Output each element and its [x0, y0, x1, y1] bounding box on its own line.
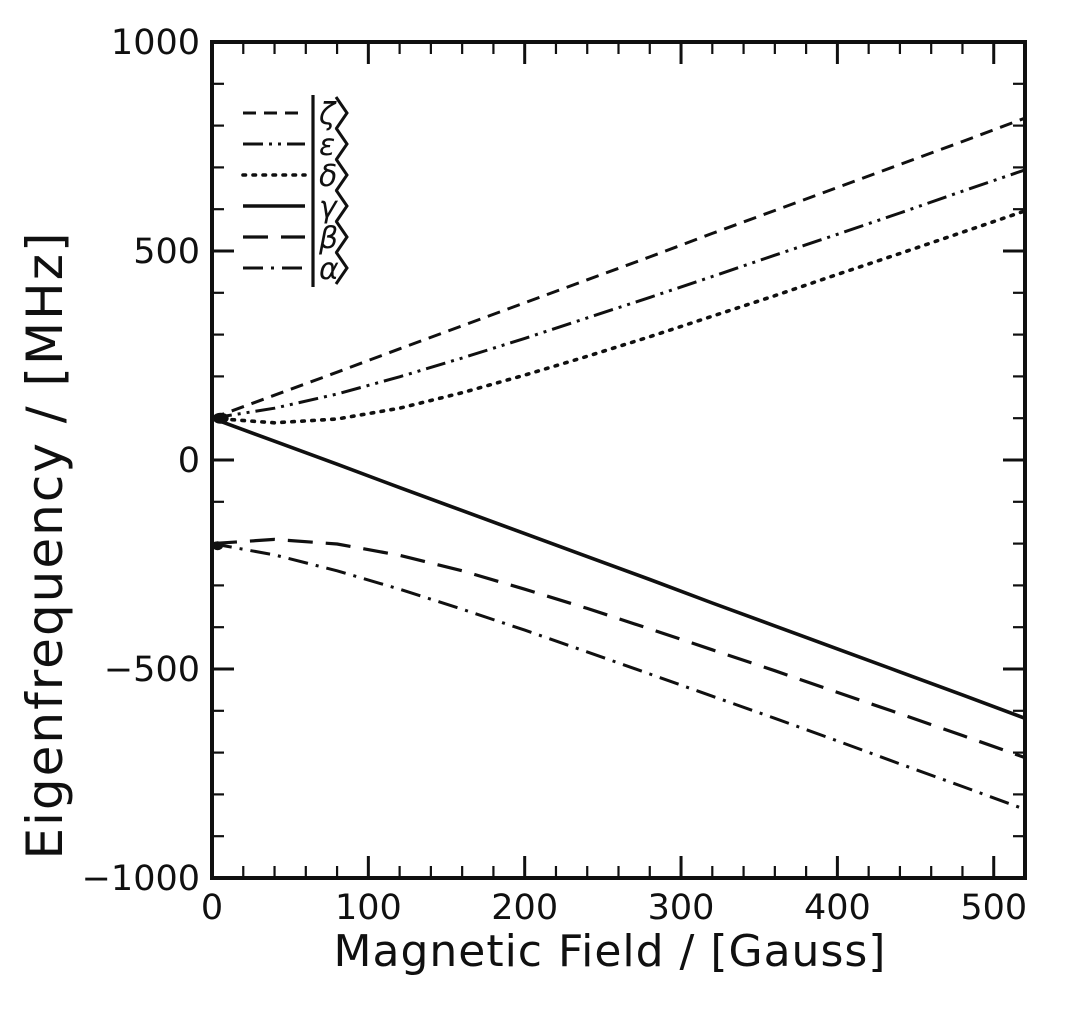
legend-ket-bracket: [334, 96, 349, 130]
energy-level-curves: [210, 116, 1027, 811]
legend-item-gamma: γ: [243, 189, 349, 225]
y-axis-title: Eigenfrequency / [MHz]: [16, 230, 74, 859]
legend-ket-letter: ε: [319, 128, 335, 163]
legend-ket-bracket: [334, 189, 349, 223]
curve-gamma: [211, 416, 1026, 720]
curve-delta: [210, 209, 1027, 425]
y-tick-label: −500: [104, 650, 200, 690]
x-tick-label: 500: [960, 888, 1027, 928]
y-tick-label: 0: [178, 441, 200, 481]
level-convergence-node: [212, 412, 229, 424]
legend-ket-letter: γ: [319, 190, 339, 225]
y-tick-label: 500: [133, 232, 200, 272]
legend-item-alpha: α: [243, 251, 349, 287]
tick-labels: 0 100 200 300 400 500 −1000 −500 0 500 1000: [82, 23, 1028, 928]
y-tick-label: −1000: [82, 859, 200, 899]
legend-ket-letter: δ: [319, 159, 337, 194]
y-tick-label: 1000: [111, 23, 200, 63]
legend-ket-bracket: [334, 251, 349, 285]
x-tick-label: 200: [491, 888, 558, 928]
axis-ticks: [212, 42, 1025, 878]
legend-ket-bracket: [334, 127, 349, 161]
legend-ket-letter: β: [318, 221, 338, 256]
x-tick-label: 300: [648, 888, 715, 928]
legend-item-delta: δ: [241, 158, 349, 194]
curve-zeta: [211, 116, 1026, 420]
x-tick-label: 100: [335, 888, 402, 928]
legend-ket-bracket: [334, 158, 349, 192]
zero-field-nodes: [212, 412, 229, 551]
level-convergence-node: [212, 541, 224, 551]
x-axis-title: Magnetic Field / [Gauss]: [334, 926, 887, 977]
legend-item-beta: β: [243, 220, 349, 256]
curve-alpha: [211, 542, 1026, 811]
curve-beta: [211, 537, 1026, 760]
x-tick-label: 400: [804, 888, 871, 928]
curve-epsilon: [211, 168, 1026, 420]
legend-item-zeta: ζ: [243, 96, 349, 132]
x-tick-label: 0: [201, 888, 223, 928]
legend-ket-letter: α: [319, 252, 339, 287]
legend-ket-bracket: [334, 220, 349, 254]
legend-ket-letter: ζ: [318, 97, 337, 132]
legend-item-epsilon: ε: [243, 127, 349, 163]
